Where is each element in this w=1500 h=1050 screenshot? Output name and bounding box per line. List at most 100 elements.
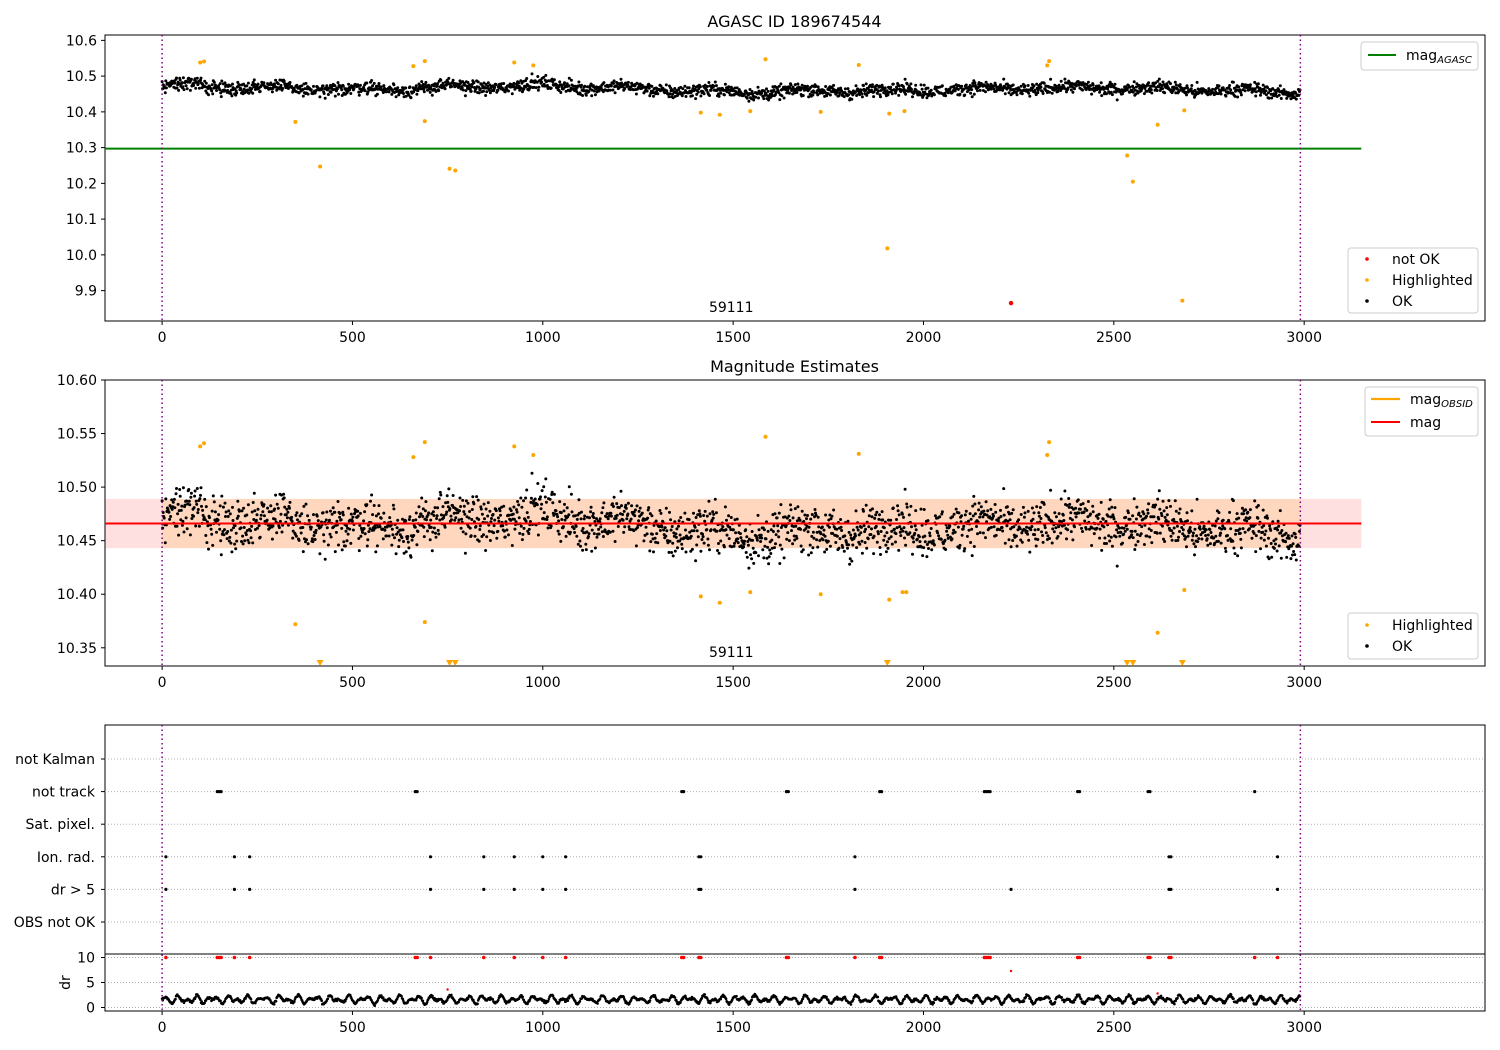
dr-ytick-label: 10	[77, 951, 95, 967]
agasc-ok-point	[230, 94, 234, 98]
mag-ok-point	[896, 509, 900, 513]
mag-ok-point	[1170, 529, 1173, 533]
mag-ok-point	[997, 516, 1001, 520]
mag-ok-point	[225, 537, 229, 541]
mag-ok-point	[923, 534, 927, 538]
mag-ok-point	[488, 539, 492, 542]
mag-ok-point	[349, 512, 353, 516]
agasc-ok-point	[697, 87, 701, 91]
mag-ok-point	[1077, 511, 1081, 515]
agasc-ok-point	[1020, 92, 1024, 96]
mag-ok-point	[1169, 504, 1172, 508]
mag-ok-point	[1165, 513, 1169, 517]
agasc-ok-point	[519, 86, 523, 90]
agasc-ok-point	[1163, 91, 1167, 95]
mag-ok-point	[1109, 515, 1113, 519]
agasc-ok-point	[178, 78, 182, 82]
agasc-ok-point	[352, 86, 356, 90]
agasc-ok-point	[390, 92, 394, 96]
agasc-ok-point	[478, 87, 482, 91]
agasc-ok-point	[865, 93, 869, 97]
mag-ok-point	[363, 532, 367, 536]
mag-ok-point	[533, 504, 537, 508]
mag-ok-point	[630, 504, 634, 508]
mag-xtick-label: 0	[158, 675, 167, 691]
mag-ok-point	[662, 528, 666, 532]
mag-ok-point	[963, 547, 967, 551]
mag-ok-point	[785, 537, 789, 541]
agasc-ok-point	[1106, 87, 1110, 91]
mag-ok-point	[302, 504, 306, 508]
agasc-ok-point	[690, 94, 694, 98]
mag-ok-point	[821, 538, 825, 542]
mag-ok-point	[464, 499, 468, 503]
mag-ok-point	[274, 493, 278, 497]
mag-ok-point	[810, 513, 814, 516]
mag-ok-point	[318, 552, 322, 556]
mag-ok-point	[970, 527, 974, 531]
mag-ok-point	[851, 543, 855, 547]
agasc-ok-point	[1184, 90, 1188, 94]
agasc-ok-point	[752, 98, 756, 102]
mag-ok-point	[490, 517, 493, 520]
agasc-ok-point	[1146, 83, 1150, 87]
mag-ok-point	[778, 562, 782, 565]
mag-ok-point	[1203, 530, 1207, 534]
agasc-ok-point	[461, 88, 465, 92]
mag-ok-point	[1292, 550, 1296, 553]
mag-ok-point	[766, 529, 770, 533]
agasc-ok-point	[203, 79, 207, 83]
mag-ok-point	[1068, 516, 1072, 520]
mag-ok-point	[638, 506, 642, 510]
mag-ok-point	[777, 511, 781, 515]
mag-ok-point	[452, 511, 456, 515]
dr-ytick-label: 5	[86, 976, 95, 992]
mag-ok-point	[866, 537, 870, 541]
mag-ok-point	[206, 524, 210, 528]
agasc-highlighted-point	[748, 109, 753, 114]
agasc-ok-point	[754, 95, 758, 99]
mag-ok-point	[897, 548, 901, 552]
agasc-ok-point	[512, 81, 516, 85]
mag-ok-point	[409, 555, 413, 559]
agasc-ok-point	[911, 95, 914, 99]
mag-ok-point	[687, 518, 691, 522]
mag-ok-point	[301, 526, 305, 529]
mag-ok-point	[171, 500, 175, 504]
mag-ok-point	[634, 544, 638, 548]
agasc-ok-point	[379, 85, 383, 89]
mag-ok-point	[986, 509, 990, 513]
mag-ok-point	[182, 530, 186, 534]
agasc-ok-point	[673, 87, 677, 90]
mag-ok-point	[1074, 506, 1078, 510]
agasc-ok-point	[611, 88, 615, 92]
mag-ok-point	[377, 512, 380, 516]
mag-ok-point	[295, 511, 299, 515]
agasc-ok-point	[304, 81, 308, 85]
mag-ok-point	[1279, 531, 1283, 535]
mag-ok-point	[928, 531, 932, 535]
mag-ok-point	[714, 511, 718, 515]
agasc-ok-point	[1175, 87, 1179, 91]
mag-ok-point	[1114, 535, 1118, 539]
mag-ok-point	[864, 503, 868, 507]
agasc-ok-point	[876, 89, 880, 93]
mag-ok-point	[887, 518, 890, 522]
mag-ok-point	[1256, 504, 1260, 507]
mag-ok-point	[430, 549, 434, 553]
mag-ok-point	[923, 540, 927, 544]
mag-ok-point	[382, 511, 386, 515]
mag-ok-point	[322, 539, 326, 543]
mag-ok-point	[696, 535, 700, 539]
agasc-ok-point	[816, 93, 820, 97]
mag-ok-point	[435, 514, 439, 518]
mag-ok-point	[692, 529, 696, 533]
agasc-ok-point	[1178, 83, 1182, 87]
dr-point	[174, 997, 177, 1001]
mag-ok-point	[1290, 534, 1294, 538]
flags-flag-point	[1077, 790, 1082, 794]
mag-below-range-marker	[1129, 660, 1137, 666]
agasc-ok-point	[488, 91, 492, 95]
mag-ok-point	[1137, 511, 1141, 515]
mag-ok-point	[1036, 538, 1040, 541]
